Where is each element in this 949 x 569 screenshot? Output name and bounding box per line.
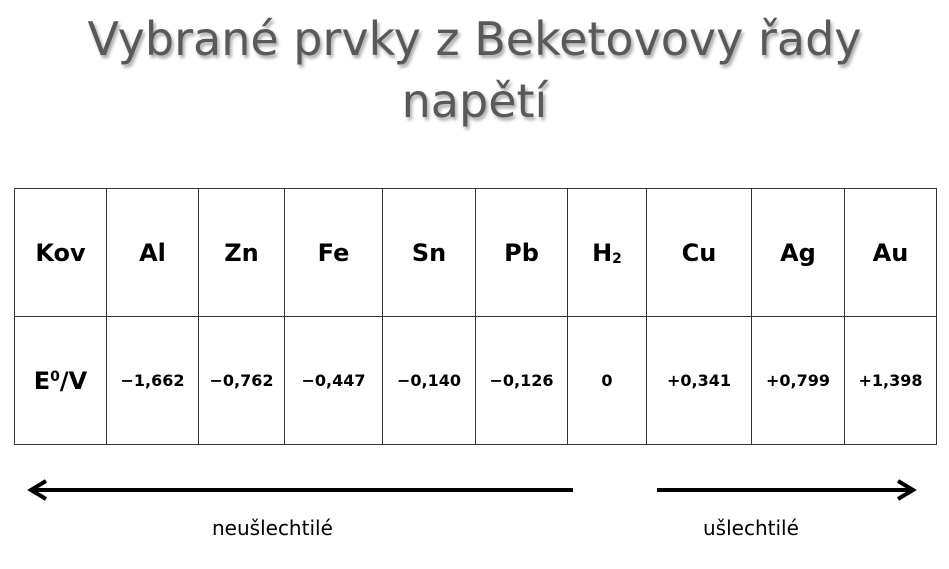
metal-al: Al <box>106 188 199 317</box>
metal-cu: Cu <box>646 188 752 317</box>
metal-pb: Pb <box>475 188 568 317</box>
right-arrow-icon <box>657 479 917 501</box>
value-zn: −0,762 <box>198 316 285 445</box>
value-al: −1,662 <box>106 316 199 445</box>
potential-row: E0/V −1,662 −0,762 −0,447 −0,140 −0,126 … <box>14 316 937 445</box>
e-symbol: E <box>33 366 51 395</box>
metal-row: Kov Al Zn Fe Sn Pb H2 Cu Ag Au <box>14 188 937 317</box>
value-fe: −0,447 <box>284 316 383 445</box>
value-au: +1,398 <box>844 316 937 445</box>
unit-label: /V <box>59 366 88 395</box>
label-ignoble: neušlechtilé <box>212 516 333 540</box>
metal-sn: Sn <box>382 188 476 317</box>
value-cu: +0,341 <box>646 316 752 445</box>
metal-fe: Fe <box>284 188 383 317</box>
value-sn: −0,140 <box>382 316 476 445</box>
metal-ag: Ag <box>751 188 845 317</box>
metal-h2: H2 <box>567 188 647 317</box>
h-symbol: H <box>592 238 613 267</box>
header-kov: Kov <box>14 188 107 317</box>
potential-label: E0/V <box>14 316 107 445</box>
title-line-1: Vybrané prvky z Beketovovy řady <box>87 12 862 66</box>
value-pb: −0,126 <box>475 316 568 445</box>
metal-au: Au <box>844 188 937 317</box>
metal-zn: Zn <box>198 188 285 317</box>
value-ag: +0,799 <box>751 316 845 445</box>
h-subscript: 2 <box>612 250 622 267</box>
arrows <box>27 479 917 501</box>
title-line-2: napětí <box>401 74 548 128</box>
left-arrow-icon <box>27 479 573 501</box>
label-noble: ušlechtilé <box>703 516 799 540</box>
slide-title: Vybrané prvky z Beketovovy řady napětí <box>0 8 949 132</box>
e-superscript: 0 <box>50 368 60 385</box>
value-h2: 0 <box>567 316 647 445</box>
potential-table: Kov Al Zn Fe Sn Pb H2 Cu Ag Au E0/V −1,6… <box>14 188 937 445</box>
